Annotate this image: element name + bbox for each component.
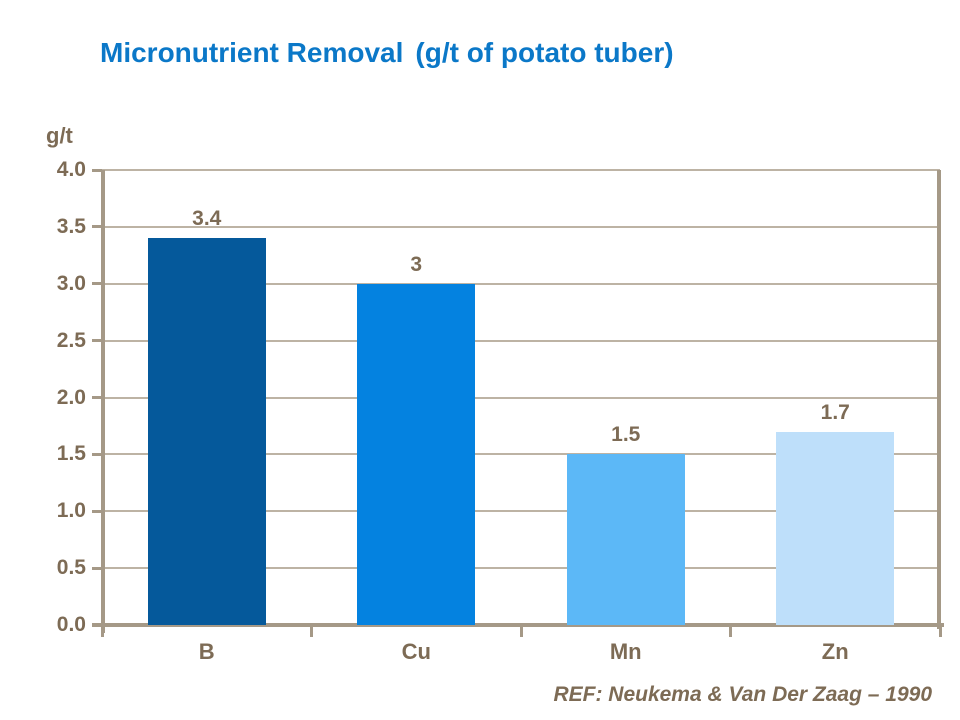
gridline (102, 567, 940, 570)
bar-value-label: 1.7 (820, 400, 850, 424)
y-axis-tick (92, 225, 102, 229)
chart-title-main: Micronutrient Removal (100, 37, 404, 68)
y-axis-tick-label: 2.5 (56, 328, 86, 352)
y-axis-tick (92, 509, 102, 513)
x-axis-category-label: Cu (401, 639, 431, 664)
y-axis-tick (92, 452, 102, 456)
plot-right-border (937, 170, 941, 629)
chart-title-paren: (g/t of potato tuber) (415, 37, 674, 68)
y-axis-tick-label: 0.5 (56, 556, 86, 580)
y-axis-tick-label: 1.0 (56, 499, 86, 523)
bar-Zn (776, 431, 895, 625)
x-axis-line (92, 623, 944, 627)
y-axis-tick-label: 4.0 (56, 158, 86, 181)
x-axis-tick (310, 627, 313, 637)
y-axis-tick (92, 566, 102, 570)
y-axis-unit-label: g/t (46, 123, 73, 148)
reference-citation: REF: Neukema & Van Der Zaag – 1990 (553, 683, 932, 706)
y-axis-tick-label: 3.0 (56, 271, 86, 295)
chart-title: Micronutrient Removal (g/t of potato tube… (100, 36, 674, 70)
y-axis-tick-label: 0.0 (56, 613, 86, 636)
gridline (102, 510, 940, 513)
bar-value-label: 3.4 (192, 207, 222, 231)
x-axis-tick (519, 627, 523, 637)
y-axis-tick-label: 1.5 (56, 442, 86, 466)
x-axis-tick (729, 627, 732, 637)
bar-value-label: 1.5 (611, 423, 641, 447)
x-axis-category-label: B (198, 639, 215, 664)
y-axis-tick (92, 282, 102, 286)
x-axis-tick (100, 627, 104, 637)
y-axis-tick (92, 396, 102, 399)
x-axis-tick (938, 627, 942, 637)
gridline (102, 453, 940, 456)
y-axis-line (101, 170, 105, 633)
bar-Cu (357, 283, 476, 625)
x-axis-category-label: Mn (609, 639, 642, 664)
gridline (102, 282, 940, 285)
gridline (102, 169, 940, 171)
y-axis-tick-label: 3.5 (56, 214, 86, 238)
y-axis-tick (92, 339, 102, 343)
y-axis-tick-label: 2.0 (56, 385, 86, 409)
x-axis-category-label: Zn (821, 639, 849, 664)
gridline (102, 225, 940, 228)
bar-value-label: 3 (410, 252, 423, 276)
bar-Mn (566, 454, 685, 625)
bar-B (147, 238, 266, 625)
gridline (102, 396, 940, 399)
y-axis-tick (92, 168, 102, 172)
gridline (102, 339, 940, 342)
